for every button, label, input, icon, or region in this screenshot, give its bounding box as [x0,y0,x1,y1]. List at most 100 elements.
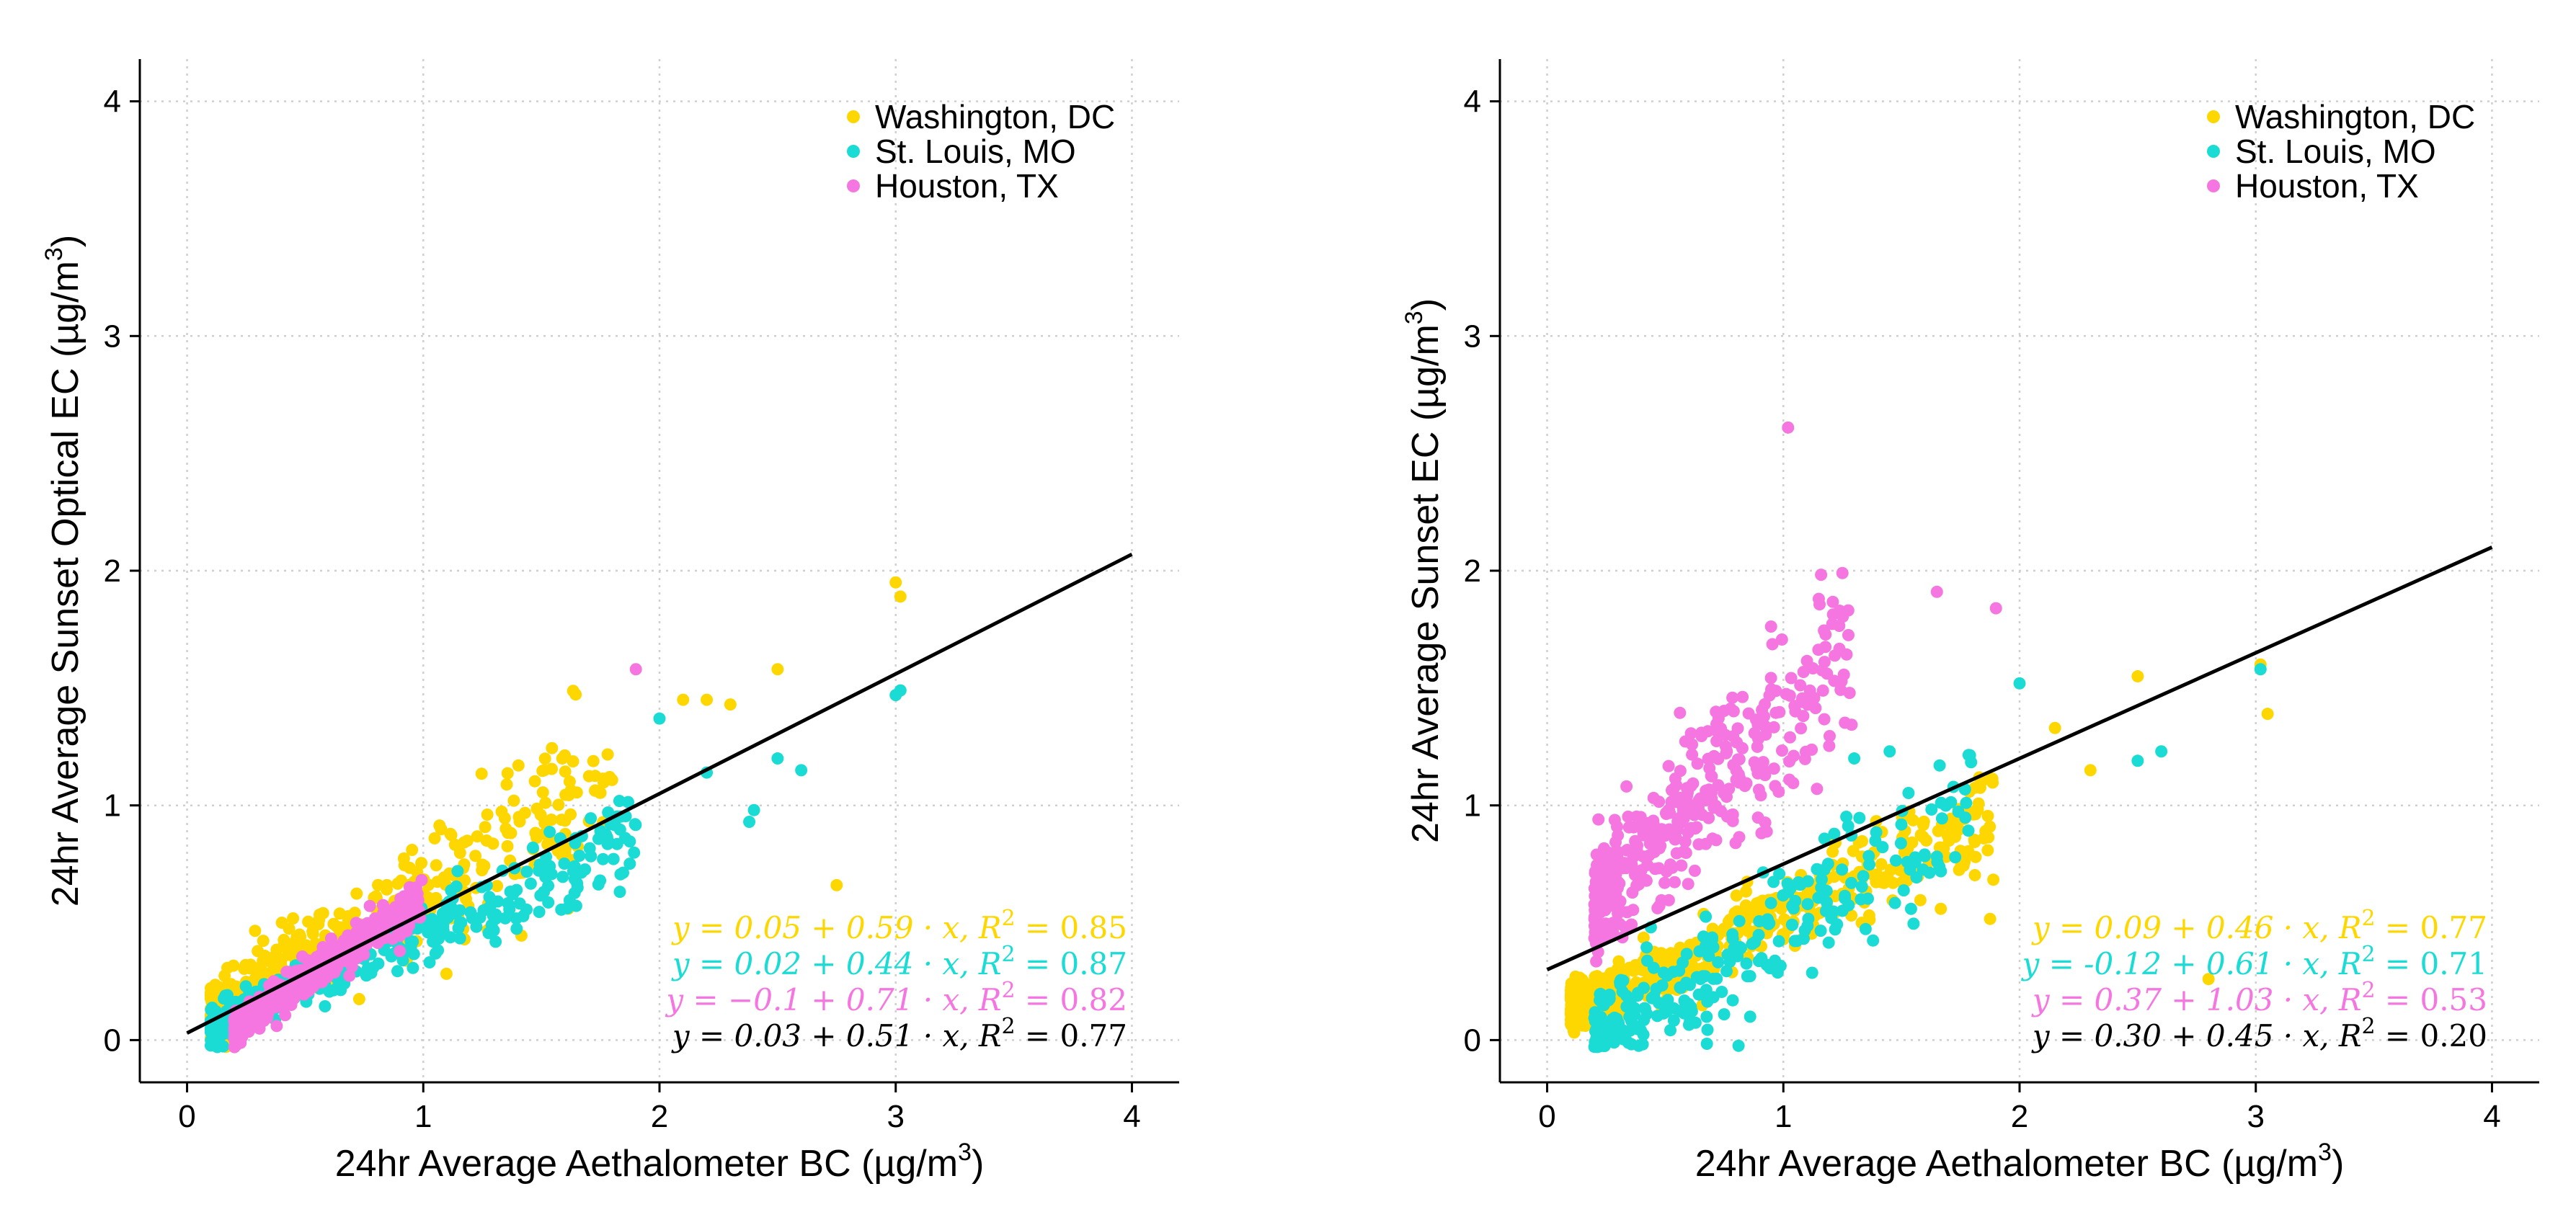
data-point [489,935,502,948]
data-point [1818,832,1831,845]
data-point [445,901,458,914]
data-point [1592,876,1604,888]
data-point [1622,810,1635,823]
data-point [1755,827,1768,839]
data-point [1727,759,1740,772]
data-point [573,850,586,862]
data-point [1878,876,1891,889]
data-point [1960,796,1973,809]
data-point [1631,989,1644,1002]
data-point [1682,801,1695,814]
data-point [481,808,494,821]
data-point [1889,854,1902,867]
data-point [501,767,514,780]
data-point [613,886,626,899]
data-point [210,1027,223,1040]
data-point [628,846,641,859]
chart-panel-left: 0 1 2 3 4 0 1 2 3 4 24hr Average Aethalometer BC (… [33,45,1183,1195]
data-point [217,1040,230,1053]
data-point [1826,608,1839,621]
legend-marker [847,179,860,192]
data-point [1821,667,1834,680]
data-point [541,865,554,878]
legend-marker [847,110,860,123]
data-point [1808,692,1821,705]
data-point [556,870,569,883]
data-point [539,796,552,809]
data-point [1676,956,1689,969]
data-point [1700,910,1713,923]
data-point [1935,865,1947,878]
x-tick-label: 0 [178,1099,195,1134]
data-point [1679,735,1692,748]
data-point [453,847,466,859]
data-point [1590,955,1603,968]
data-point [533,858,546,871]
data-point-outlier [2131,670,2144,683]
data-point [1639,1002,1651,1015]
data-point-outlier [771,752,784,765]
data-point [1643,829,1656,842]
data-point [218,992,231,1005]
data-point [356,931,368,944]
data-point [343,969,356,982]
data-point [1712,779,1725,792]
data-point [563,894,576,906]
data-point [1959,811,1972,824]
data-point [536,765,549,778]
data-point [589,770,602,783]
data-point [1759,816,1772,829]
scatter-chart-left: 0 1 2 3 4 0 1 2 3 4 24hr Average Aethalometer BC (… [40,59,1179,1185]
data-point [400,925,413,937]
data-point [345,954,357,966]
data-point-outlier [701,693,714,706]
data-point [1839,716,1852,729]
data-point [502,827,515,839]
data-point [603,770,616,783]
data-point [512,759,525,772]
data-point [1949,851,1962,864]
data-point [302,915,315,928]
data-point [1785,918,1798,931]
legend-marker [2207,179,2220,192]
x-tick-label: 0 [1538,1099,1555,1134]
data-point [303,979,316,992]
data-point [1859,922,1872,935]
data-point [610,837,623,850]
data-point [428,832,441,845]
x-axis-title: 24hr Average Aethalometer BC (µg/m3) [1695,1139,2345,1185]
data-point [1726,928,1739,941]
data-point [1720,965,1733,978]
data-point [422,926,435,939]
data-point [510,922,523,935]
data-point [1842,628,1855,641]
y-axis-title: 24hr Average Sunset EC (µg/m3) [1400,298,1447,843]
data-point [1931,855,1944,868]
data-point [1674,706,1687,719]
data-point [510,912,523,925]
data-point [1857,870,1870,883]
data-point [244,962,257,975]
legend-marker [2207,110,2220,123]
data-point [230,980,243,993]
data-point [1590,848,1603,861]
data-point [479,821,492,834]
data-point [267,975,280,988]
data-point [423,956,436,968]
data-point [1637,931,1650,944]
data-point-outlier [724,698,737,711]
data-point [607,852,620,865]
data-point [230,1011,242,1024]
x-tick-label: 1 [414,1099,432,1134]
data-point [546,741,559,754]
data-point-outlier [2261,708,2274,721]
data-point-outlier [1883,745,1896,758]
legend-label: Washington, DC [875,98,1115,135]
data-point [445,884,458,897]
data-point-outlier [2084,764,2097,777]
data-point-outlier [653,712,666,725]
data-point [1816,684,1829,697]
data-point [1669,795,1682,808]
data-point [1688,864,1701,877]
data-point [1729,837,1742,850]
